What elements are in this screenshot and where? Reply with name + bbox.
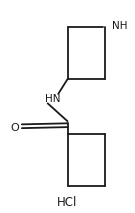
Text: O: O (10, 122, 19, 132)
Text: NH: NH (112, 21, 128, 30)
Text: HN: HN (45, 94, 60, 104)
Text: HCl: HCl (57, 196, 78, 209)
